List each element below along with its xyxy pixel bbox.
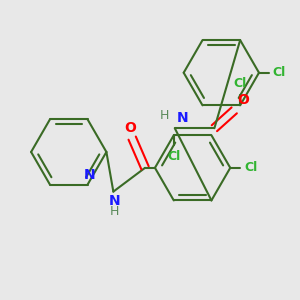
Text: Cl: Cl xyxy=(167,150,180,163)
Text: N: N xyxy=(177,111,188,125)
Text: Cl: Cl xyxy=(244,161,257,174)
Text: N: N xyxy=(84,168,95,182)
Text: O: O xyxy=(124,121,136,135)
Text: N: N xyxy=(109,194,120,208)
Text: O: O xyxy=(237,93,249,107)
Text: H: H xyxy=(160,109,170,122)
Text: Cl: Cl xyxy=(273,66,286,79)
Text: Cl: Cl xyxy=(233,77,247,91)
Text: H: H xyxy=(110,206,119,218)
